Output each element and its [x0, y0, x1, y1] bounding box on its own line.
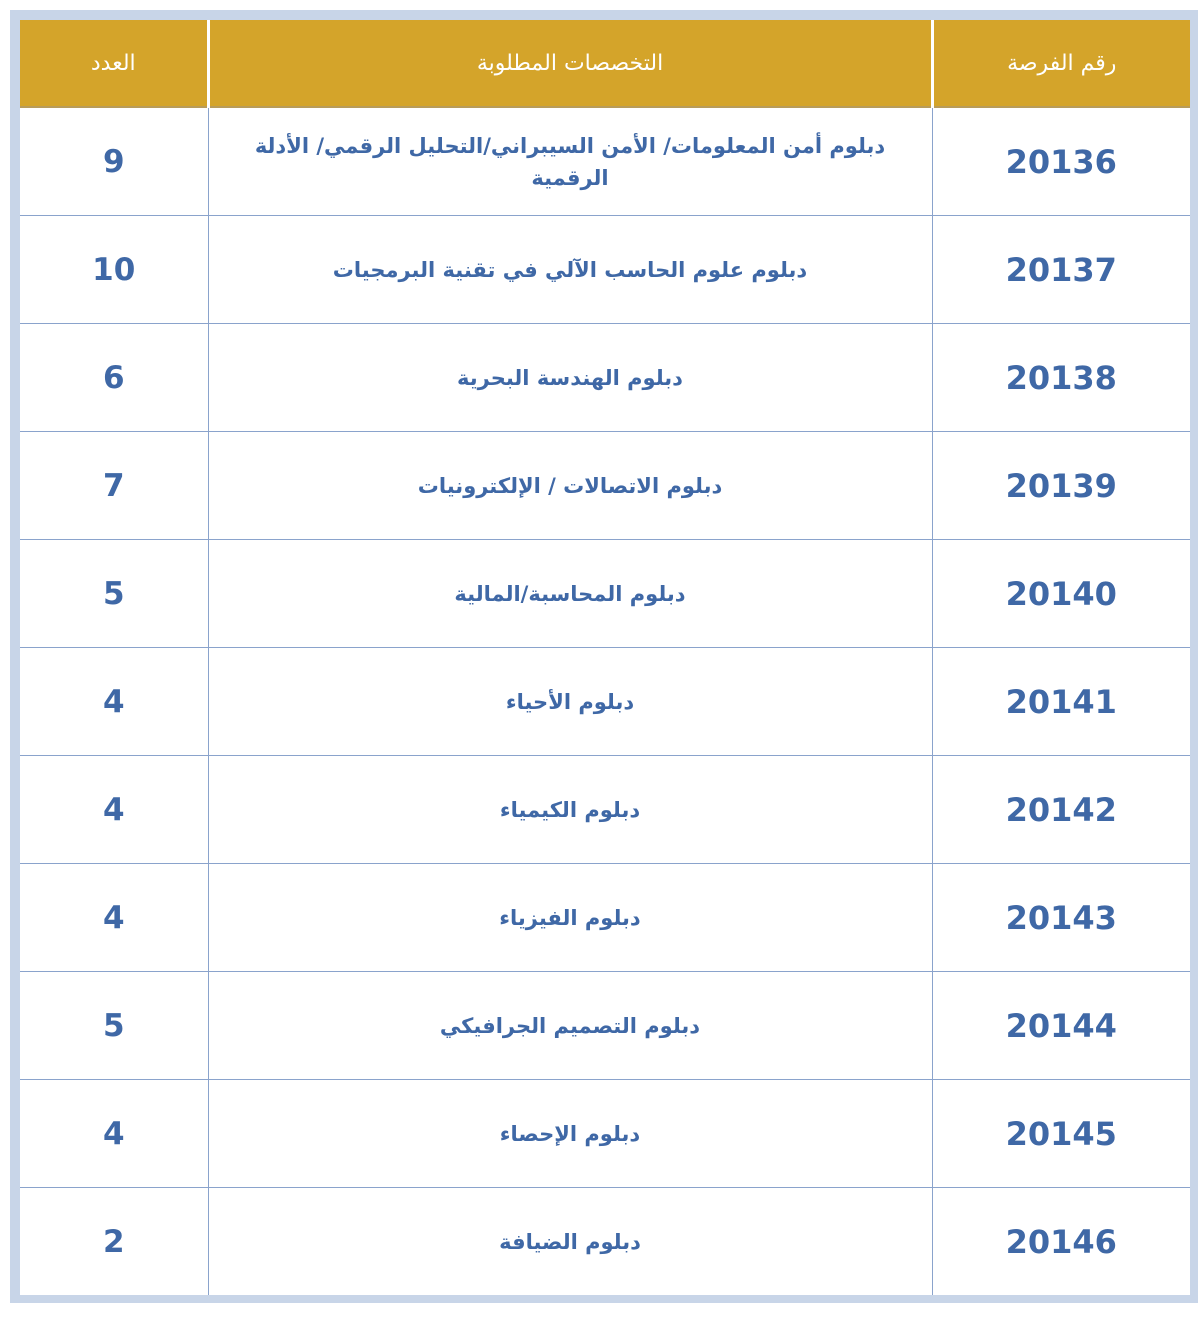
opportunities-table: رقم الفرصة التخصصات المطلوبة العدد 20136…: [20, 20, 1190, 1295]
opportunity-id-cell: 20146: [931, 1187, 1190, 1295]
specialization-cell: دبلوم أمن المعلومات/ الأمن السيبراني/الت…: [207, 106, 933, 216]
table-row: 20137 دبلوم علوم الحاسب الآلي في تقنية ال…: [20, 215, 1190, 324]
opportunity-id-cell: 20138: [931, 323, 1190, 432]
specialization-cell: دبلوم الأحياء: [207, 647, 933, 756]
header-row: رقم الفرصة التخصصات المطلوبة العدد: [20, 20, 1190, 108]
header-specialization: التخصصات المطلوبة: [206, 20, 932, 108]
table-row: 20141 دبلوم الأحياء 4: [20, 647, 1190, 756]
table-row: 20143 دبلوم الفيزياء 4: [20, 863, 1190, 972]
specialization-cell: دبلوم علوم الحاسب الآلي في تقنية البرمجي…: [207, 215, 933, 324]
count-cell: 6: [20, 323, 209, 432]
table-row: 20144 دبلوم التصميم الجرافيكي 5: [20, 971, 1190, 1080]
specialization-cell: دبلوم المحاسبة/المالية: [207, 539, 933, 648]
opportunity-id-cell: 20142: [931, 755, 1190, 864]
table-row: 20139 دبلوم الاتصالات / الإلكترونيات 7: [20, 431, 1190, 540]
opportunity-id-cell: 20139: [931, 431, 1190, 540]
table-row: 20142 دبلوم الكيمياء 4: [20, 755, 1190, 864]
opportunity-id-cell: 20141: [931, 647, 1190, 756]
count-cell: 5: [20, 971, 209, 1080]
count-cell: 9: [20, 106, 209, 216]
count-cell: 2: [20, 1187, 209, 1295]
specialization-cell: دبلوم الفيزياء: [207, 863, 933, 972]
opportunity-id-cell: 20136: [931, 106, 1190, 216]
count-cell: 4: [20, 755, 209, 864]
header-id: رقم الفرصة: [930, 20, 1190, 108]
specialization-cell: دبلوم التصميم الجرافيكي: [207, 971, 933, 1080]
specialization-cell: دبلوم الاتصالات / الإلكترونيات: [207, 431, 933, 540]
table-row: 20145 دبلوم الإحصاء 4: [20, 1079, 1190, 1188]
opportunity-id-cell: 20143: [931, 863, 1190, 972]
specialization-cell: دبلوم الضيافة: [207, 1187, 933, 1295]
table-row: 20140 دبلوم المحاسبة/المالية 5: [20, 539, 1190, 648]
specialization-cell: دبلوم الكيمياء: [207, 755, 933, 864]
count-cell: 7: [20, 431, 209, 540]
table-row: 20146 دبلوم الضيافة 2: [20, 1187, 1190, 1295]
opportunity-id-cell: 20137: [931, 215, 1190, 324]
opportunity-id-cell: 20144: [931, 971, 1190, 1080]
table-row: 20138 دبلوم الهندسة البحرية 6: [20, 323, 1190, 432]
count-cell: 5: [20, 539, 209, 648]
count-cell: 4: [20, 1079, 209, 1188]
header-count: العدد: [20, 20, 208, 108]
count-cell: 4: [20, 647, 209, 756]
count-cell: 4: [20, 863, 209, 972]
count-cell: 10: [20, 215, 209, 324]
table-container: رقم الفرصة التخصصات المطلوبة العدد 20136…: [20, 20, 1190, 1295]
specialization-cell: دبلوم الهندسة البحرية: [207, 323, 933, 432]
specialization-cell: دبلوم الإحصاء: [207, 1079, 933, 1188]
opportunity-id-cell: 20140: [931, 539, 1190, 648]
table-row: 20136 دبلوم أمن المعلومات/ الأمن السيبران…: [20, 106, 1190, 216]
opportunity-id-cell: 20145: [931, 1079, 1190, 1188]
